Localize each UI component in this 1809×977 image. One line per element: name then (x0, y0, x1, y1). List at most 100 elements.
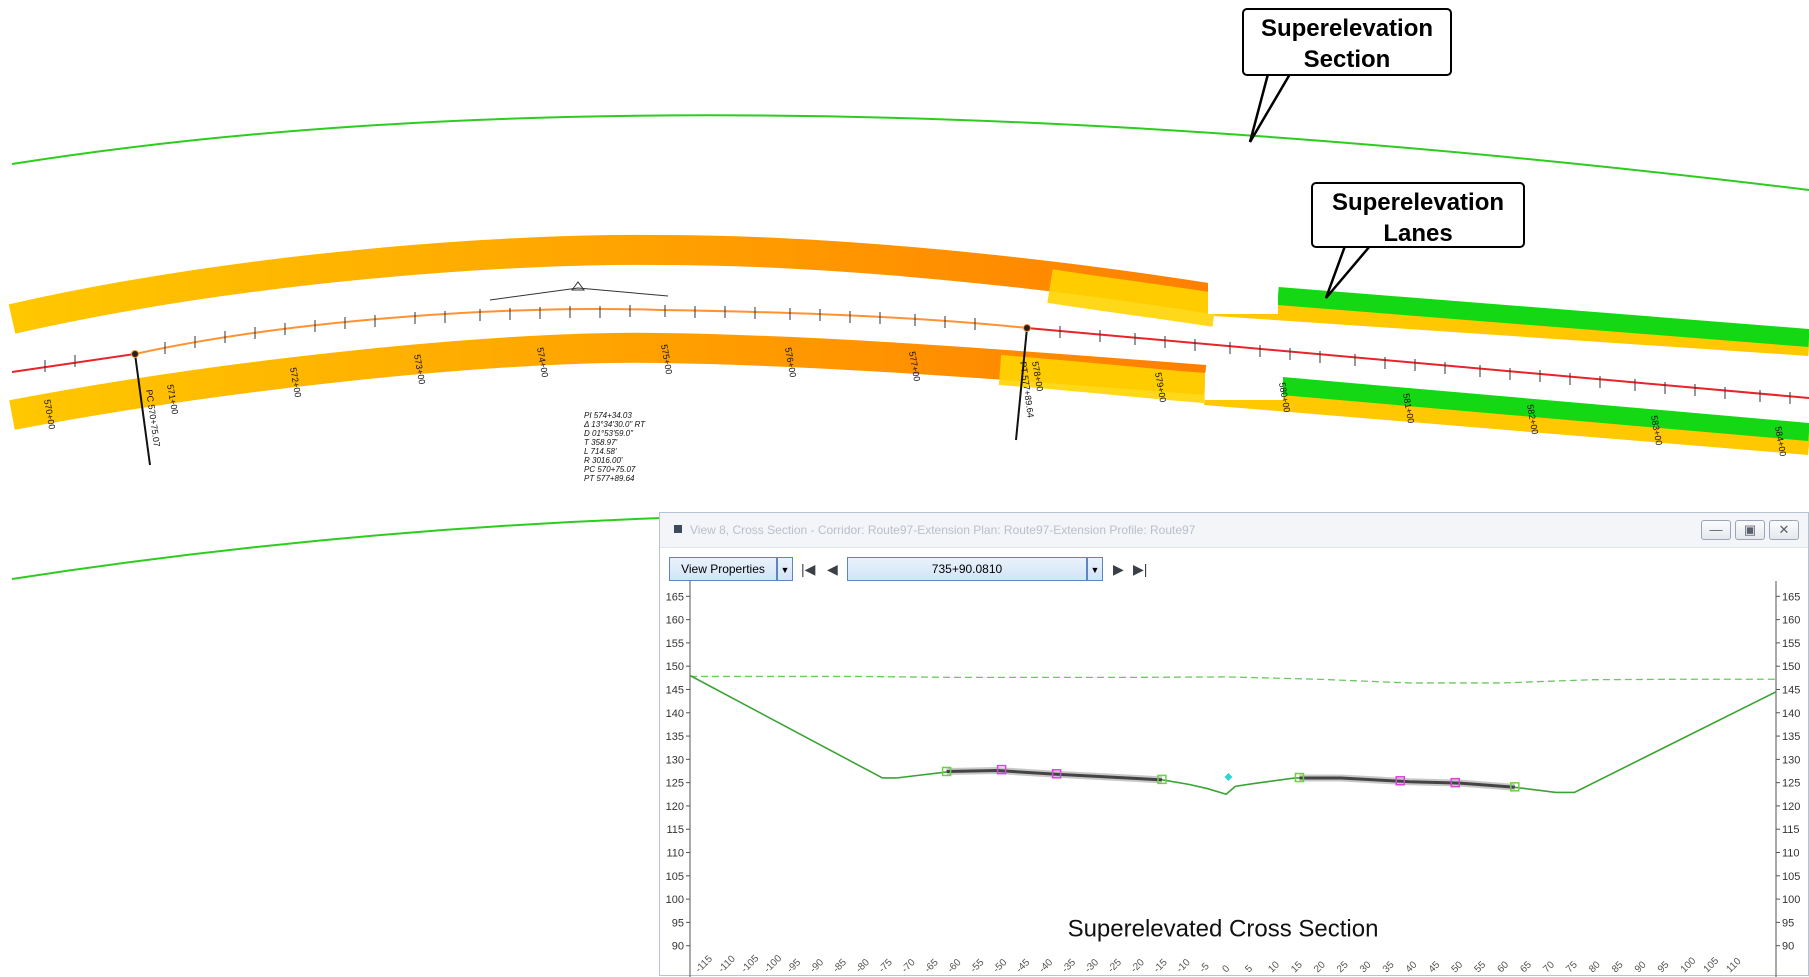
pi-triangle-icon (571, 281, 585, 291)
x-tick-label: -70 (900, 957, 918, 975)
x-tick-label: 20 (1312, 959, 1328, 975)
dropdown-icon: ▼ (1090, 565, 1100, 575)
x-tick-label: 40 (1404, 959, 1420, 975)
x-tick-label: 30 (1358, 959, 1374, 975)
callout-box: Superelevation Section (1242, 8, 1452, 76)
superelevation-lane-lower-yellow (1204, 383, 1809, 455)
marker-point (1450, 777, 1460, 788)
x-tick-label: 10 (1266, 959, 1282, 975)
x-tick-label: -5 (1198, 961, 1212, 975)
x-tick-label: -15 (1152, 957, 1170, 975)
superelevation-lane-upper-green (1277, 287, 1809, 347)
station-dropdown[interactable]: ▼ (1087, 557, 1103, 581)
marker-point (1395, 776, 1406, 786)
pc-point-icon (131, 350, 139, 358)
y-tick-label: 130 (1782, 754, 1800, 766)
minimize-icon[interactable]: — (1701, 520, 1731, 540)
pt-point-icon (1023, 324, 1031, 332)
superelevation-section-boundary-bottom (11, 517, 662, 580)
x-tick-label: 90 (1633, 959, 1649, 975)
restore-icon[interactable]: ▣ (1735, 520, 1765, 540)
alignment-tangent-left (11, 353, 136, 373)
superelevation-lane-lower-green (1281, 377, 1809, 441)
pavement-right-line (1299, 776, 1515, 789)
x-tick-label: -60 (946, 957, 964, 975)
curve-data-line: L 714.58' (584, 447, 617, 456)
previous-icon[interactable]: ◀ (827, 561, 838, 577)
y-tick-label: 135 (1782, 731, 1800, 743)
y-tick-label: 120 (1782, 801, 1800, 813)
marker-point (1051, 769, 1062, 779)
x-tick-label: 95 (1656, 959, 1672, 975)
pc-line (134, 353, 151, 466)
y-tick-label: 140 (1782, 708, 1800, 720)
view-properties-button[interactable]: View Properties (669, 557, 777, 581)
station-field[interactable]: 735+90.0810 (847, 557, 1087, 581)
callout-text-line2: Lanes (1383, 220, 1453, 247)
x-tick-label: 50 (1450, 959, 1466, 975)
x-tick-label: -105 (739, 953, 761, 975)
y-tick-label: 105 (1782, 871, 1800, 883)
x-tick-label: 100 (1679, 955, 1699, 975)
x-tick-label: 75 (1564, 959, 1580, 975)
y-tick-label: 90 (672, 941, 684, 953)
y-tick-label: 165 (666, 591, 684, 603)
callout-text-line1: Superelevation (1331, 189, 1505, 216)
view-properties-dropdown[interactable]: ▼ (777, 557, 793, 581)
curve-data-line: T 358.97' (584, 438, 618, 447)
y-tick-label: 140 (666, 708, 684, 720)
y-tick-label: 145 (1782, 684, 1800, 696)
cross-section-window[interactable]: View 8, Cross Section - Corridor: Route9… (659, 512, 1809, 977)
x-tick-label: 55 (1472, 959, 1488, 975)
y-tick-label: 125 (666, 778, 684, 790)
y-tick-label: 125 (1782, 778, 1800, 790)
pt-line (1015, 327, 1028, 441)
window-icon (674, 525, 682, 533)
superelevation-lane-lower-left (9, 332, 1207, 430)
y-tick-label: 165 (1782, 591, 1800, 603)
last-icon[interactable]: ▶| (1133, 561, 1148, 577)
x-tick-label: 35 (1381, 959, 1397, 975)
y-tick-label: 115 (666, 824, 684, 836)
y-tick-label: 130 (666, 754, 684, 766)
y-tick-label: 100 (666, 894, 684, 906)
curve-data-line: D 01°53'59.0" (584, 429, 634, 438)
y-tick-label: 110 (666, 848, 684, 860)
x-tick-label: 25 (1335, 959, 1351, 975)
lane-gap-lower (1205, 372, 1283, 400)
alignment-tangent-right (1026, 327, 1809, 399)
marker-point (1510, 782, 1520, 792)
y-tick-label: 150 (666, 661, 684, 673)
window-title: View 8, Cross Section - Corridor: Route9… (690, 523, 1196, 537)
x-tick-label: -30 (1083, 957, 1101, 975)
window-titlebar[interactable]: View 8, Cross Section - Corridor: Route9… (660, 513, 1808, 548)
y-tick-label: 110 (1782, 848, 1800, 860)
x-tick-label: 105 (1702, 955, 1722, 975)
marker-point (996, 764, 1007, 775)
callout-pointer-lanes (1324, 245, 1371, 299)
x-tick-label: -65 (923, 957, 941, 975)
pi-tangent-lines (489, 287, 669, 301)
y-tick-label: 115 (1782, 824, 1800, 836)
superelevation-section-boundary-top (11, 114, 1809, 191)
marker-point (1157, 774, 1167, 785)
y-tick-label: 135 (666, 731, 684, 743)
dropdown-icon: ▼ (780, 565, 790, 575)
x-tick-label: -95 (785, 957, 803, 975)
next-icon[interactable]: ▶ (1113, 561, 1124, 577)
y-tick-label: 95 (1782, 917, 1794, 929)
x-tick-label: -85 (831, 957, 849, 975)
y-tick-label: 155 (1782, 638, 1800, 650)
x-tick-label: 0 (1220, 963, 1232, 975)
x-tick-label: -110 (716, 953, 738, 975)
x-tick-label: 110 (1725, 956, 1744, 975)
curve-data-line: PT 577+89.64 (584, 474, 635, 483)
x-tick-label: 70 (1541, 959, 1557, 975)
y-tick-label: 90 (1782, 941, 1794, 953)
x-tick-label: -20 (1129, 957, 1147, 975)
x-tick-label: -115 (694, 953, 716, 975)
y-tick-label: 160 (1782, 615, 1800, 627)
close-icon[interactable]: ✕ (1769, 520, 1799, 540)
first-icon[interactable]: |◀ (801, 561, 816, 577)
